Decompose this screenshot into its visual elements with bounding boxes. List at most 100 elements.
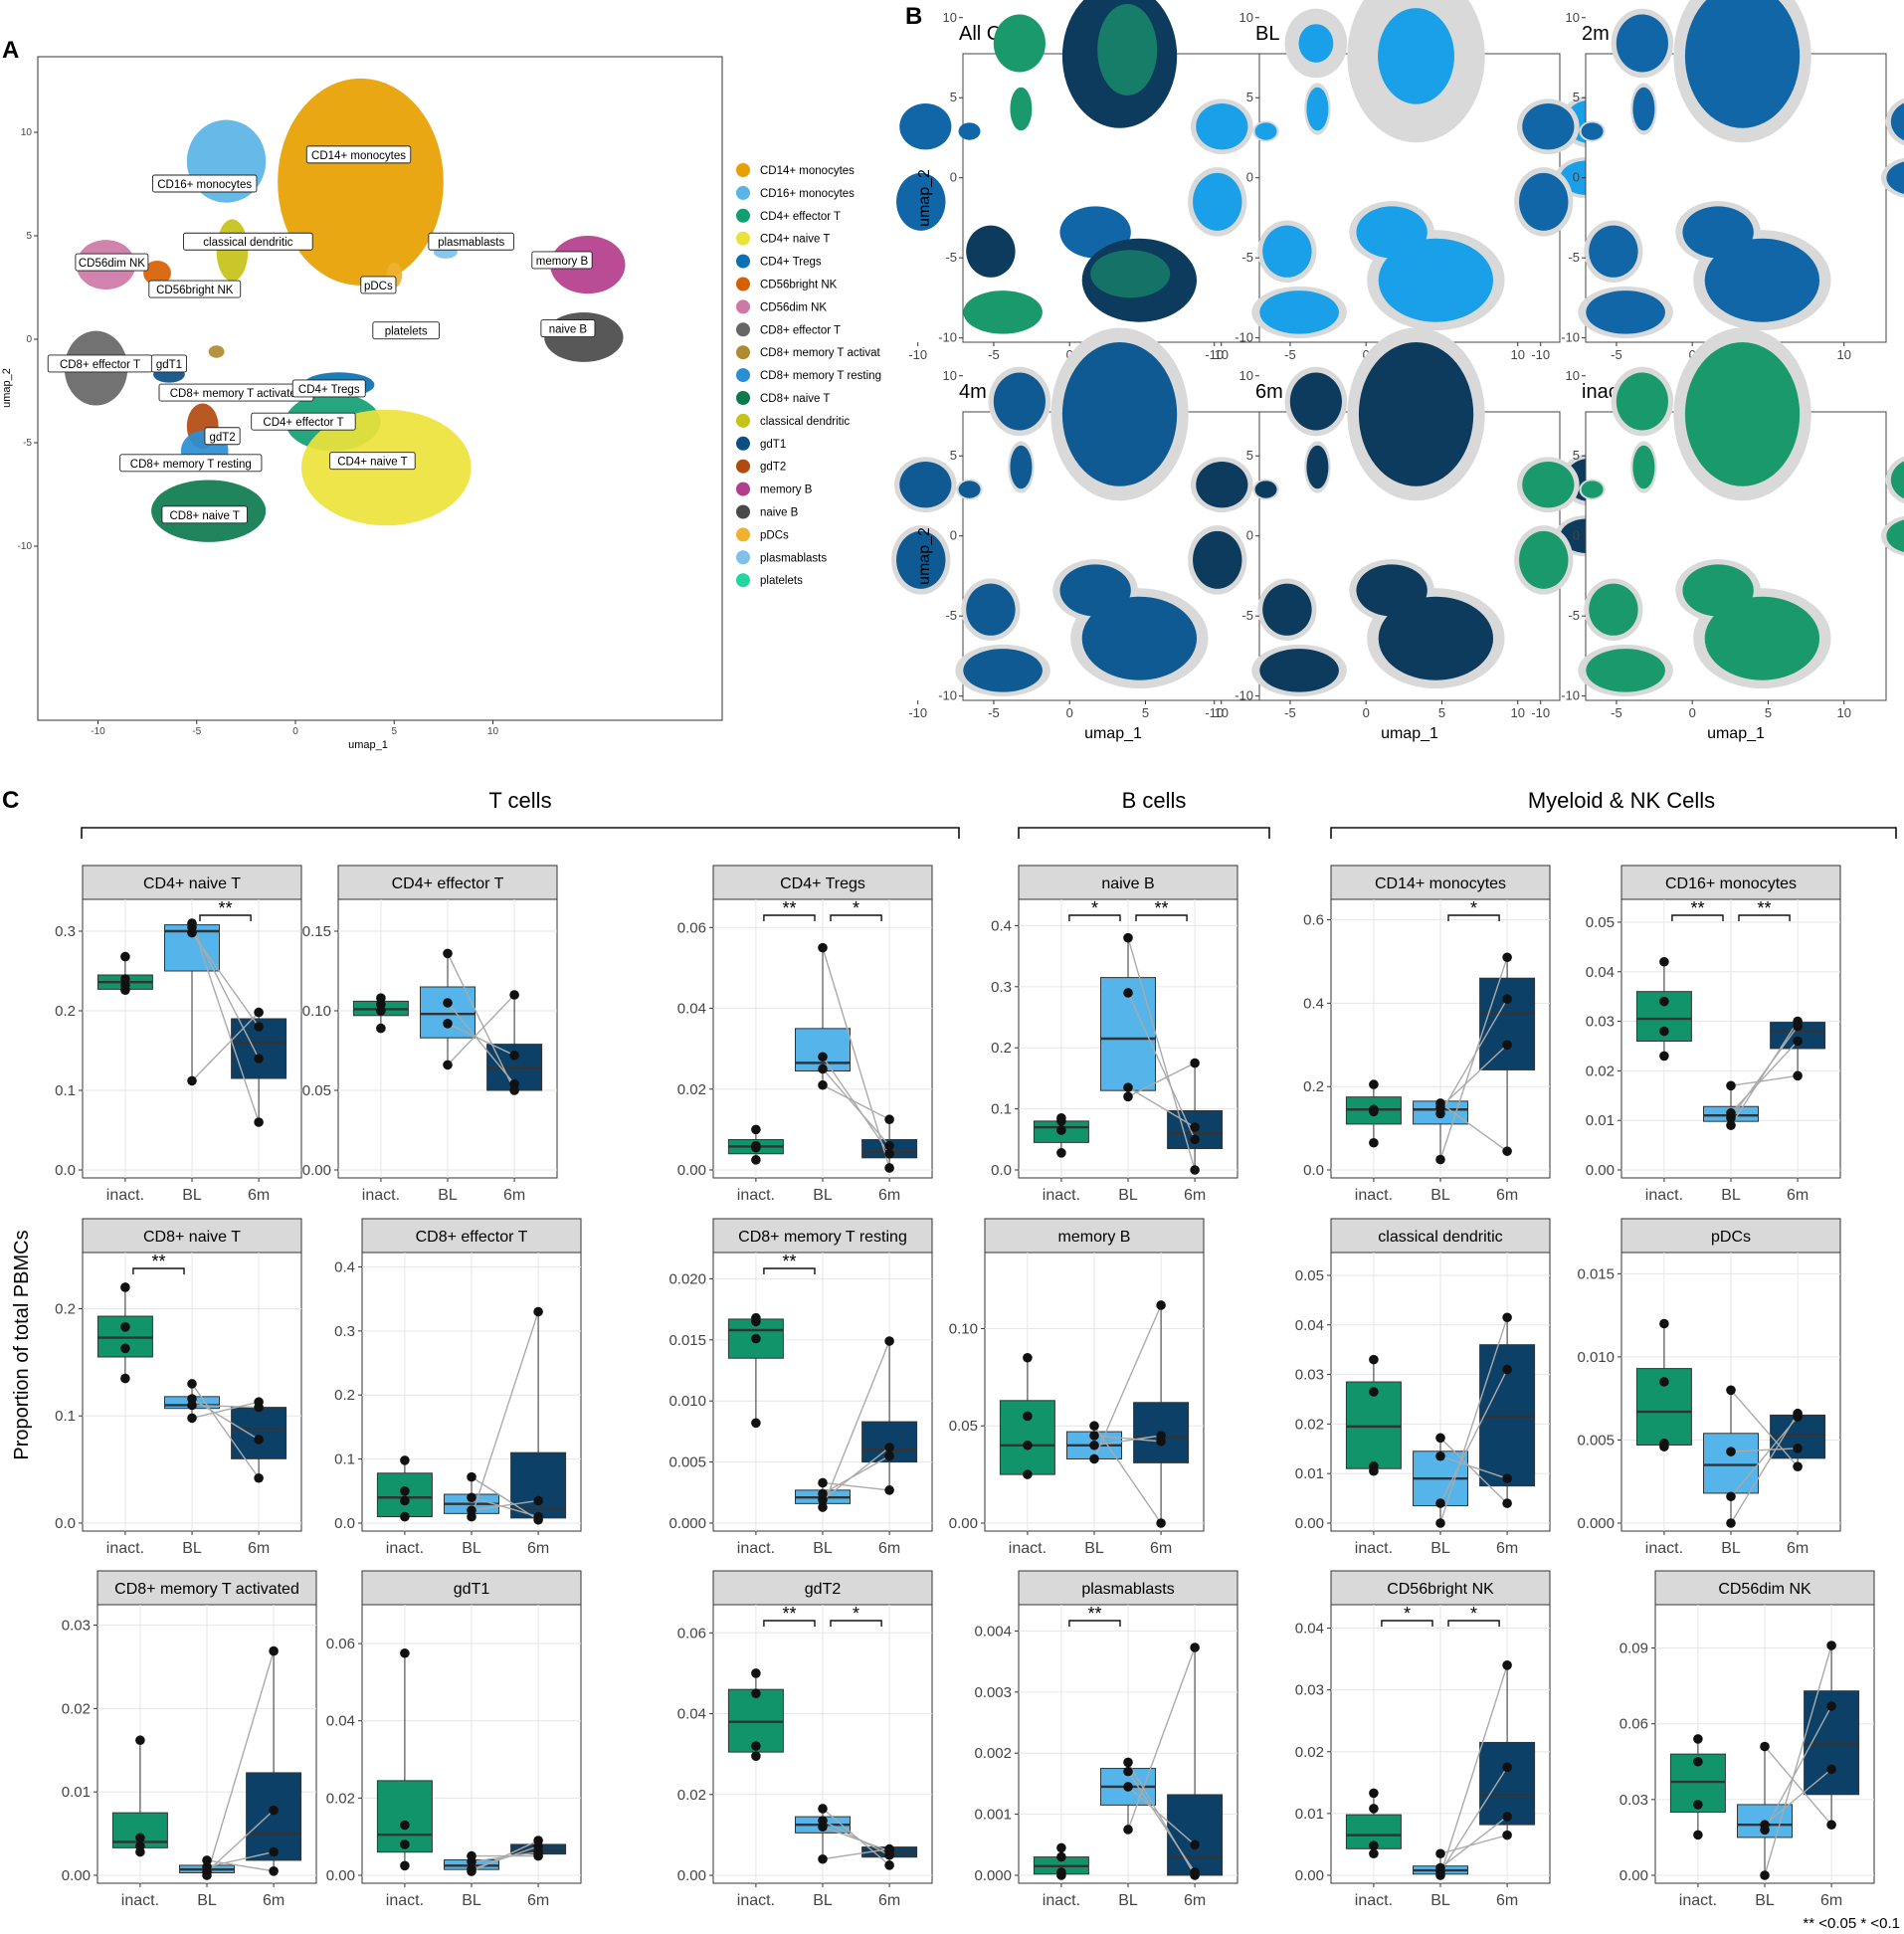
y-tick-label: 0.05 [949, 1418, 978, 1435]
cell-cluster [1616, 372, 1668, 431]
data-point [120, 1322, 130, 1332]
cluster-label-box-cd4-tregs [291, 379, 366, 398]
cell-cluster [1306, 445, 1329, 489]
paired-line [1093, 1304, 1162, 1459]
legend-dot-gdt2 [736, 459, 750, 474]
paired-line [822, 1056, 890, 1155]
data-point [884, 1843, 894, 1854]
subplot-title: 6m [1255, 381, 1283, 403]
box-6m [1167, 1794, 1224, 1876]
legend-dot-naive-b [736, 504, 750, 519]
data-point [1435, 1848, 1445, 1859]
data-point [884, 1860, 894, 1870]
paired-line [1439, 957, 1508, 1160]
y-tick-label: 0.000 [668, 1515, 706, 1532]
paired-line [447, 1002, 515, 1085]
paired-line [822, 1454, 890, 1495]
x-tick-label: BL [1084, 1540, 1104, 1557]
data-point [400, 1495, 410, 1506]
cell-cluster [1378, 238, 1494, 322]
paired-line [1439, 1664, 1508, 1876]
y-tick-label: 0.01 [1586, 1112, 1615, 1129]
facet-strip [712, 865, 933, 900]
data-point [376, 1023, 386, 1034]
facet-title: CD8+ naive T [143, 1229, 241, 1246]
data-point [1760, 1870, 1770, 1880]
cluster-label-platelets: platelets [385, 326, 428, 338]
cluster-label-box-cd56bright-nk [148, 280, 242, 298]
data-point [1726, 1080, 1736, 1091]
y-tick-label: 0.2 [334, 1387, 355, 1404]
cell-cluster [958, 481, 981, 498]
facet-strip [1018, 1570, 1238, 1606]
significance-label: * [853, 898, 859, 918]
cluster-label-box-cd16-monocytes [151, 174, 258, 193]
y-tick-label: 0.0 [1303, 1162, 1324, 1179]
paired-line [1093, 1425, 1162, 1524]
data-point [1156, 1431, 1166, 1441]
legend-dot-classical-dendritic [736, 413, 750, 428]
data-point [443, 998, 453, 1008]
data-point [1826, 1701, 1836, 1711]
y-tick-label: 0.015 [1577, 1265, 1615, 1282]
data-point [1760, 1820, 1770, 1831]
y-tick-label: 0.000 [974, 1867, 1012, 1884]
data-point [1023, 1411, 1033, 1422]
cell-cluster [1684, 0, 1801, 128]
cluster-label-box-cd8-memory-t-resting [119, 454, 263, 473]
paired-line [1127, 1086, 1196, 1128]
x-tick-label: -5 [988, 347, 1000, 362]
cell-cluster [1586, 290, 1665, 334]
data-point [509, 1051, 519, 1061]
data-point [751, 1124, 761, 1135]
cluster-label-box-gdt2 [204, 427, 241, 446]
x-tick-label: 6m [1820, 1892, 1842, 1909]
data-point [187, 1075, 197, 1086]
cluster-label-box-gdt1 [150, 354, 188, 373]
y-tick-label: 0.010 [1577, 1349, 1615, 1366]
x-tick-label: BL [1118, 1892, 1138, 1909]
data-point [1793, 1070, 1803, 1081]
y-tick-label: 0 [950, 528, 957, 543]
paired-line [1439, 1317, 1508, 1524]
y-tick-label: 0.05 [302, 1082, 331, 1099]
paired-line [822, 1084, 890, 1120]
x-tick-label: 6m [248, 1187, 270, 1204]
data-point [202, 1855, 212, 1865]
data-point [120, 1343, 130, 1354]
data-point [254, 1397, 264, 1408]
y-tick-label: 0 [950, 170, 957, 185]
x-tick-label: inact. [1043, 1187, 1080, 1204]
x-tick-label: BL [462, 1892, 481, 1909]
paired-line [1730, 1416, 1799, 1497]
data-point [818, 1052, 828, 1063]
data-point [1659, 996, 1669, 1007]
umap-subplot-6m: 6m -10 -5 0 5 10 10 5 0 -5 -10 umap_1 [1188, 327, 1622, 742]
y-tick-label: 0.06 [1619, 1716, 1648, 1733]
legend-label-gdt2: gdT2 [760, 462, 786, 474]
x-tick-label: BL [182, 1540, 202, 1557]
cell-cluster [1632, 445, 1655, 489]
legend-label-cd14-monocytes: CD14+ monocytes [760, 165, 855, 177]
cell-cluster [1298, 24, 1334, 63]
data-point [1659, 1026, 1669, 1037]
y-tick-label: 10 [1239, 368, 1253, 383]
paired-line [1764, 1644, 1832, 1876]
paired-line [1730, 1074, 1799, 1087]
facet-title: gdT2 [805, 1581, 842, 1598]
cell-cluster [1519, 530, 1569, 589]
data-point [1502, 1473, 1512, 1483]
panel-letter-c: C [2, 787, 19, 814]
data-point [884, 1450, 894, 1461]
cluster-label-box-pdcs [360, 276, 397, 294]
data-point [751, 1688, 761, 1699]
cluster-label-gdt1: gdT1 [156, 359, 182, 371]
y-tick-label: 0.05 [1295, 1267, 1324, 1284]
data-point [1793, 1016, 1803, 1027]
x-tick-label: BL [1430, 1540, 1450, 1557]
paired-line [822, 947, 890, 1169]
cluster-label-box-memory-b [531, 251, 593, 270]
facet-title: CD16+ monocytes [1665, 875, 1797, 892]
x-tick-label: 10 [1836, 705, 1850, 720]
